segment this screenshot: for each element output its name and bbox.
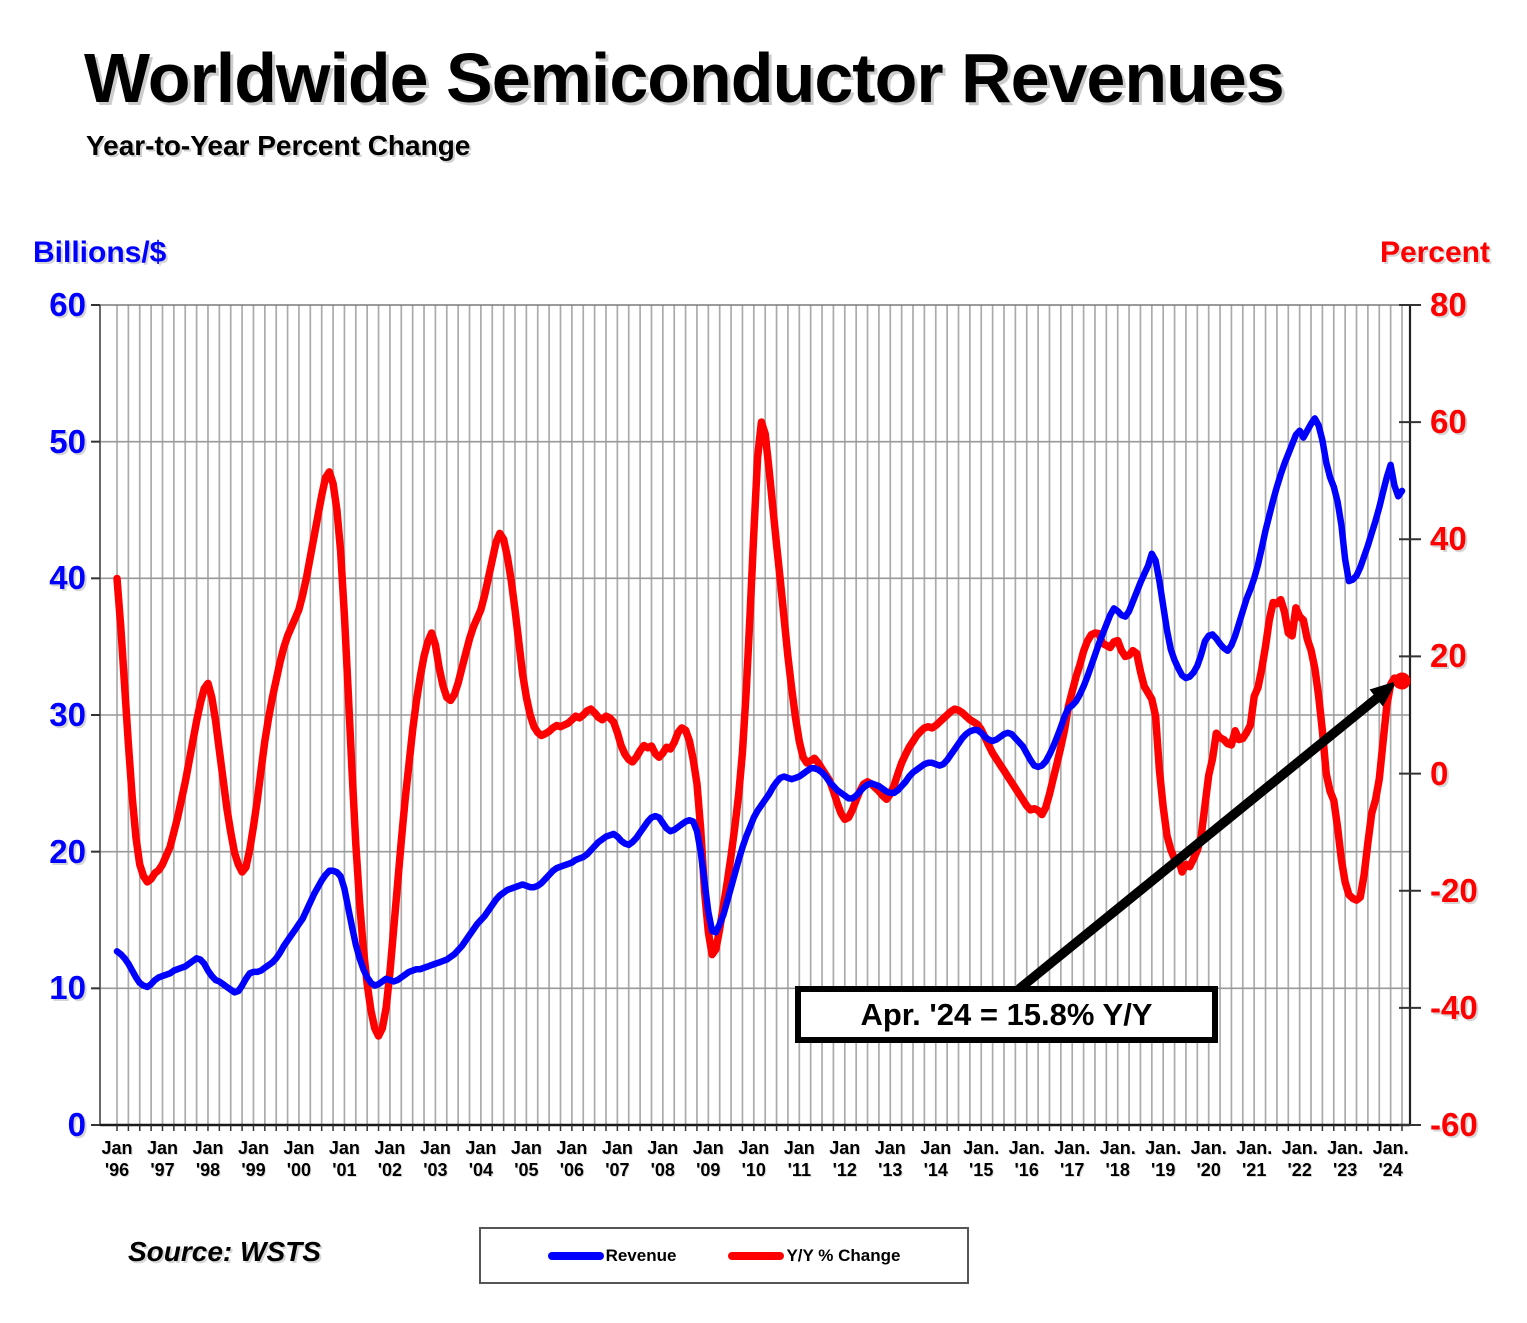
chart-subtitle: Year-to-Year Percent Change [86,130,471,161]
x-axis-tick-label: Jan '11 [783,1138,815,1180]
left-axis-tick: 30 [49,696,86,733]
x-axis-tick-label: Jan '03 [419,1138,451,1180]
x-axis-tick-label: Jan '10 [738,1138,770,1180]
x-axis-tick-label: Jan. '22 [1281,1138,1318,1180]
x-axis-tick-label: Jan. '21 [1236,1138,1273,1180]
x-axis-tick-label: Jan. '17 [1054,1138,1091,1180]
x-axis-tick-label: Jan '00 [283,1138,315,1180]
revenue-line-swatch [547,1251,604,1260]
legend: Revenue Y/Y % Change [479,1227,969,1284]
x-axis-tick-label: Jan '97 [146,1138,179,1180]
x-axis-tick-label: Jan '99 [237,1138,270,1180]
x-axis-tick-label: Jan '09 [692,1138,724,1180]
annotation-arrowhead [1369,681,1397,707]
left-axis-tick: 0 [67,1106,86,1143]
x-axis-tick-label: Jan '98 [192,1138,224,1180]
x-axis-tick-label: Jan. '18 [1099,1138,1136,1180]
latest-value-marker [1393,672,1411,690]
x-axis-tick-label: Jan. '15 [963,1138,1000,1180]
x-axis-tick-label: Jan. '20 [1190,1138,1227,1180]
right-axis-tick: -60 [1430,1106,1478,1143]
x-axis-tick-label: Jan '02 [374,1138,406,1180]
right-axis-tick: 80 [1430,286,1467,323]
left-axis-title: Billions/$ [33,236,167,269]
x-axis-tick-label: Jan. '24 [1372,1138,1409,1180]
legend-item-revenue: Revenue [547,1245,677,1266]
x-axis-tick-label: Jan. '16 [1008,1138,1045,1180]
left-axis-tick: 60 [49,286,86,323]
x-axis-tick-label: Jan '07 [601,1138,633,1180]
legend-label-yoy: Y/Y % Change [786,1245,901,1265]
left-axis-tick: 40 [49,559,86,596]
x-axis-tick-label: Jan '14 [920,1138,952,1180]
x-axis-tick-label: Jan '06 [556,1138,588,1180]
chart-title: Worldwide Semiconductor Revenues [84,39,1285,117]
right-axis-tick: -20 [1430,872,1478,909]
x-axis-tick-label: Jan. '23 [1327,1138,1364,1180]
annotation-text: Apr. '24 = 15.8% Y/Y [860,996,1153,1032]
x-axis-tick-label: Jan. '19 [1145,1138,1182,1180]
legend-label-revenue: Revenue [605,1245,677,1265]
x-axis-tick-label: Jan '12 [829,1138,861,1180]
x-axis-tick-label: Jan '96 [101,1138,133,1180]
right-axis-tick: 60 [1430,403,1467,440]
left-axis-tick: 10 [49,969,86,1006]
right-axis-title: Percent [1379,236,1490,269]
x-axis-tick-label: Jan '04 [465,1138,497,1180]
right-axis-tick: -40 [1430,989,1478,1026]
right-axis-tick: 40 [1430,520,1467,557]
source-credit: Source: WSTS [128,1236,321,1267]
yoy-percent-line [113,418,1406,1040]
right-axis-tick: 0 [1430,755,1449,792]
x-axis-tick-label: Jan '01 [328,1138,360,1180]
legend-item-yoy: Y/Y % Change [728,1246,900,1266]
annotation-arrow-line [1016,691,1383,993]
x-axis-tick-label: Jan '05 [510,1138,542,1180]
yoy-line-swatch [728,1251,785,1260]
x-axis-tick-label: Jan '08 [647,1138,679,1180]
revenue-line [113,415,1406,996]
left-axis-tick: 50 [49,423,86,460]
left-axis-tick: 20 [49,833,86,870]
annotation-callout: Apr. '24 = 15.8% Y/Y [795,986,1218,1043]
right-axis-tick: 20 [1430,637,1467,674]
x-axis-tick-label: Jan '13 [874,1138,906,1180]
